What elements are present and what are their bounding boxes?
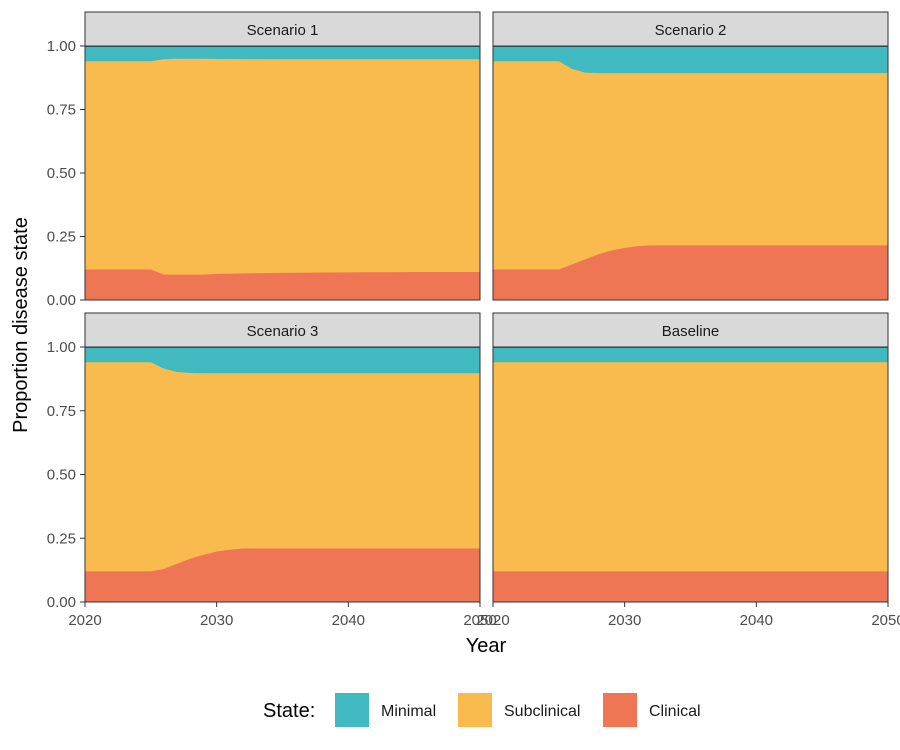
legend-title: State: bbox=[263, 700, 315, 722]
y-tick-label: 0.75 bbox=[47, 403, 76, 420]
panel-3: Scenario 3 bbox=[84, 312, 481, 603]
strip-background bbox=[84, 11, 481, 47]
y-tick-label: 0.25 bbox=[47, 530, 76, 547]
panel-1: Scenario 1 bbox=[84, 11, 481, 301]
x-tick-label: 2040 bbox=[332, 612, 365, 629]
strip-label: Scenario 2 bbox=[655, 22, 727, 39]
y-axis-title: Proportion disease state bbox=[10, 217, 32, 433]
y-tick-label: 0.00 bbox=[47, 292, 76, 309]
legend: State: Minimal Subclinical Clinical bbox=[263, 693, 701, 727]
y-tick-label: 0.00 bbox=[47, 594, 76, 611]
area-clinical bbox=[85, 548, 480, 602]
legend-label-minimal: Minimal bbox=[381, 703, 436, 720]
strip-background bbox=[84, 312, 481, 348]
x-tick-label: 2020 bbox=[68, 612, 101, 629]
x-tick-label: 2020 bbox=[476, 612, 509, 629]
axes-layer: 0.00 0.25 0.50 0.75 1.00 0.00 0.25 0.50 0.75 1.00… bbox=[47, 38, 900, 629]
y-tick-label: 1.00 bbox=[47, 339, 76, 356]
x-tick-label: 2030 bbox=[200, 612, 233, 629]
y-tick-label: 0.25 bbox=[47, 229, 76, 246]
strip-background bbox=[492, 11, 889, 47]
area-subclinical bbox=[85, 362, 480, 602]
area-clinical bbox=[493, 571, 888, 602]
y-tick-label: 1.00 bbox=[47, 38, 76, 55]
x-tick-label: 2050 bbox=[463, 612, 496, 629]
area-clinical bbox=[493, 245, 888, 300]
area-subclinical bbox=[85, 58, 480, 301]
x-tick-label: 2040 bbox=[740, 612, 773, 629]
x-axis-title: Year bbox=[466, 635, 507, 657]
strip-label: Scenario 3 bbox=[247, 323, 319, 340]
y-tick-label: 0.50 bbox=[47, 165, 76, 182]
legend-key-clinical bbox=[603, 693, 637, 727]
strip-label: Baseline bbox=[662, 323, 720, 340]
y-tick-label: 0.50 bbox=[47, 467, 76, 484]
panel-4: Baseline bbox=[492, 312, 889, 603]
area-clinical bbox=[85, 269, 480, 300]
area-subclinical bbox=[493, 61, 888, 300]
legend-label-subclinical: Subclinical bbox=[504, 703, 580, 720]
legend-label-clinical: Clinical bbox=[649, 703, 701, 720]
panels-layer: Scenario 1 Scenario 2 Scenario 3 Baseline bbox=[84, 11, 889, 603]
strip-label: Scenario 1 bbox=[247, 22, 319, 39]
legend-key-subclinical bbox=[458, 693, 492, 727]
area-subclinical bbox=[493, 362, 888, 602]
strip-background bbox=[492, 312, 889, 348]
y-tick-label: 0.75 bbox=[47, 102, 76, 119]
panel-2: Scenario 2 bbox=[492, 11, 889, 301]
x-tick-label: 2050 bbox=[871, 612, 900, 629]
legend-key-minimal bbox=[335, 693, 369, 727]
x-tick-label: 2030 bbox=[608, 612, 641, 629]
